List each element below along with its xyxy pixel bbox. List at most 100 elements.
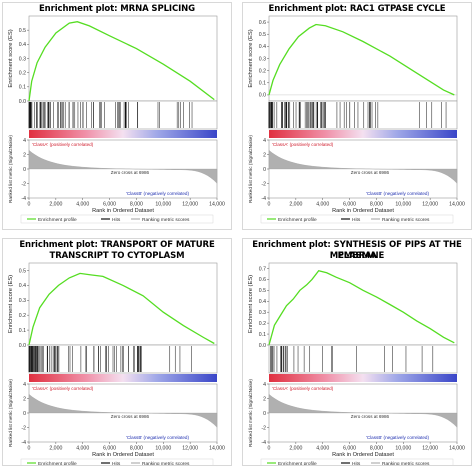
es-ytick-label: 0.4 — [259, 299, 266, 305]
xtick-label: 2,000 — [49, 202, 62, 208]
es-ytick-label: 0.0 — [19, 343, 26, 349]
es-ytick-label: 0.5 — [259, 288, 266, 294]
xtick-label: 10,000 — [155, 202, 171, 208]
hits-frame — [268, 100, 458, 130]
enrichment-plot-panel: Enrichment plot: MRNA SPLICING 0.5 0.4 0.3 0… — [2, 2, 232, 230]
x-axis-label: Rank in Ordered Dataset — [92, 452, 154, 458]
legend-box — [260, 458, 454, 465]
xtick-label: 12,000 — [422, 446, 438, 452]
metric-y-axis-label: Ranked list metric (Signal2Noise) — [8, 379, 13, 447]
legend-box — [260, 214, 454, 224]
x-axis-label: Rank in Ordered Dataset — [332, 208, 394, 214]
legend-label: Ranking metric scores — [142, 461, 190, 465]
metric-ytick-label: -4 — [261, 196, 266, 202]
zero-cross-label: Zero cross at 6986 — [351, 170, 390, 175]
metric-ytick-label: 4 — [263, 382, 266, 388]
xtick-label: 0 — [268, 202, 271, 208]
ranking-metric-area — [28, 149, 218, 184]
plot-title: TRANSCRIPT TO CYTOPLASM — [49, 251, 185, 261]
legend-label: Enrichment profile — [38, 461, 77, 465]
rank-color-bar — [269, 374, 457, 382]
xtick-label: 6,000 — [103, 202, 116, 208]
enrichment-profile-line — [268, 23, 455, 96]
metric-ytick-label: -4 — [21, 440, 26, 446]
xtick-label: 8,000 — [130, 446, 143, 452]
x-axis-label: Rank in Ordered Dataset — [92, 208, 154, 214]
xtick-label: 8,000 — [370, 202, 383, 208]
metric-ytick-label: 0 — [23, 411, 26, 417]
metric-ytick-label: -2 — [21, 181, 26, 187]
xtick-label: 14,000 — [449, 202, 465, 208]
es-ytick-label: 0.5 — [19, 268, 26, 274]
ranking-metric-area — [268, 149, 458, 184]
enrichment-profile-line — [28, 272, 215, 346]
xtick-label: 6,000 — [103, 446, 116, 452]
xtick-label: 14,000 — [209, 446, 225, 452]
es-ytick-label: 0.6 — [259, 20, 266, 26]
xtick-label: 14,000 — [449, 446, 465, 452]
enrichment-plot-panel: Enrichment plot: SYNTHESIS OF PIPS AT TH… — [242, 238, 472, 466]
legend-label: Hits — [112, 461, 121, 465]
x-axis-label: Rank in Ordered Dataset — [332, 452, 394, 458]
hits-frame — [28, 344, 218, 374]
plot-title: MEMBRANE — [329, 251, 385, 261]
xtick-label: 0 — [28, 202, 31, 208]
es-y-axis-label: Enrichment score (ES) — [8, 29, 14, 87]
class-b-label: 'ClassB' (negatively correlated) — [366, 435, 429, 440]
metric-ytick-label: 2 — [263, 152, 266, 158]
es-plot-frame — [268, 15, 458, 102]
legend-label: Ranking metric scores — [382, 217, 430, 223]
legend-box — [20, 214, 214, 224]
es-ytick-label: 0.1 — [259, 332, 266, 338]
metric-ytick-label: 4 — [23, 138, 26, 144]
metric-y-axis-label: Ranked list metric (Signal2Noise) — [248, 135, 253, 203]
xtick-label: 2,000 — [289, 202, 302, 208]
class-b-label: 'ClassB' (negatively correlated) — [126, 435, 189, 440]
legend-label: Enrichment profile — [278, 461, 317, 465]
ranking-metric-area — [268, 393, 458, 428]
xtick-label: 10,000 — [155, 446, 171, 452]
enrichment-plot-panel: Enrichment plot: RAC1 GTPASE CYCLE 0.6 0.5… — [242, 2, 472, 230]
rank-color-bar — [269, 130, 457, 138]
plot-title: Enrichment plot: RAC1 GTPASE CYCLE — [268, 4, 446, 14]
legend-label: Ranking metric scores — [142, 217, 190, 223]
metric-ytick-label: 0 — [23, 167, 26, 173]
ranking-metric-area — [28, 393, 218, 428]
class-b-label: 'ClassB' (negatively correlated) — [126, 191, 189, 196]
es-plot-frame — [268, 262, 458, 346]
metric-ytick-label: 0 — [263, 167, 266, 173]
xtick-label: 4,000 — [316, 446, 329, 452]
metric-ytick-label: 4 — [23, 382, 26, 388]
enrichment-chart-svg: 0.5 0.4 0.3 0.2 0.1 0.0 4 2 0 -2 -4 'ClassA' (posit… — [8, 15, 225, 224]
es-ytick-label: 0.0 — [259, 343, 266, 349]
es-ytick-label: 0.1 — [19, 85, 26, 91]
es-ytick-label: 0.6 — [259, 277, 266, 283]
es-y-axis-label: Enrichment score (ES) — [248, 275, 254, 333]
legend-label: Ranking metric scores — [382, 461, 430, 465]
metric-ytick-label: 2 — [263, 396, 266, 402]
es-ytick-label: 0.2 — [19, 70, 26, 76]
enrichment-chart-svg: 0.5 0.4 0.3 0.2 0.1 0.0 4 2 0 -2 -4 'ClassA' (posit… — [8, 262, 225, 465]
es-ytick-label: 0.4 — [19, 283, 26, 289]
zero-cross-label: Zero cross at 6986 — [111, 414, 150, 419]
metric-ytick-label: -4 — [261, 440, 266, 446]
zero-cross-label: Zero cross at 6986 — [111, 170, 150, 175]
metric-ytick-label: 4 — [263, 138, 266, 144]
plot-title: Enrichment plot: MRNA SPLICING — [38, 4, 196, 14]
es-ytick-label: 0.4 — [259, 44, 266, 50]
es-plot-frame — [28, 15, 218, 102]
es-ytick-label: 0.1 — [19, 328, 26, 334]
xtick-label: 0 — [28, 446, 31, 452]
legend-label: Hits — [112, 217, 121, 223]
enrichment-profile-line — [28, 21, 215, 102]
hits-frame — [268, 344, 458, 374]
es-ytick-label: 0.7 — [259, 266, 266, 272]
metric-ytick-label: 0 — [263, 411, 266, 417]
xtick-label: 8,000 — [130, 202, 143, 208]
metric-ytick-label: 2 — [23, 152, 26, 158]
xtick-label: 4,000 — [76, 202, 89, 208]
es-ytick-label: 0.2 — [19, 313, 26, 319]
class-a-label: 'ClassA' (positively correlated) — [272, 142, 334, 147]
xtick-label: 4,000 — [76, 446, 89, 452]
metric-ytick-label: -2 — [261, 181, 266, 187]
